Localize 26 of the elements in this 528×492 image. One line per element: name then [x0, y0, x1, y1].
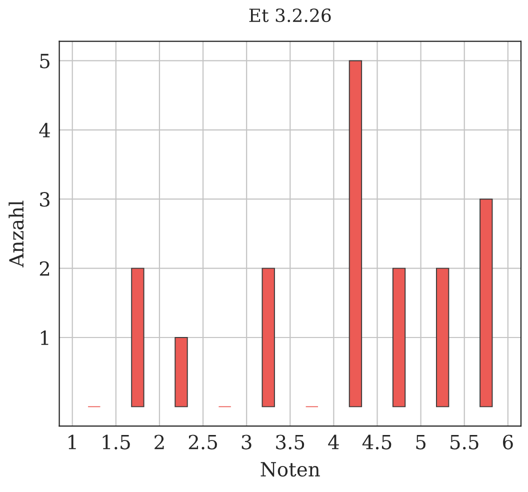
y-tick-label: 4 [39, 122, 50, 138]
y-axis-title: Anzahl [8, 200, 24, 268]
y-tick-label: 5 [40, 54, 50, 68]
y-tick-label: 2 [40, 261, 50, 276]
bar [392, 268, 406, 408]
bar [131, 268, 144, 408]
x-tick-label: 1.5 [102, 434, 130, 450]
x-tick-label: 4 [328, 434, 339, 450]
x-tick-label: 4.5 [362, 434, 392, 450]
x-tick-label: 5.5 [450, 435, 478, 450]
y-tick-label: 3 [40, 192, 50, 207]
x-tick-label: 2 [154, 434, 164, 450]
x-tick-label: 3 [242, 434, 252, 450]
x-tick-label: 3.5 [276, 434, 304, 450]
bar [480, 198, 493, 408]
x-tick-label: 5 [416, 435, 426, 450]
x-tick-label: 6 [503, 434, 513, 450]
x-tick-label: 2.5 [188, 434, 217, 450]
x-tick-label: 1 [68, 434, 76, 450]
x-axis-title: Noten [260, 462, 320, 477]
chart-title: Et 3.2.26 [249, 8, 331, 22]
bar [174, 337, 188, 408]
bar [262, 268, 275, 408]
bar [436, 268, 450, 408]
bar [348, 60, 362, 408]
y-tick-label: 1 [40, 330, 48, 345]
